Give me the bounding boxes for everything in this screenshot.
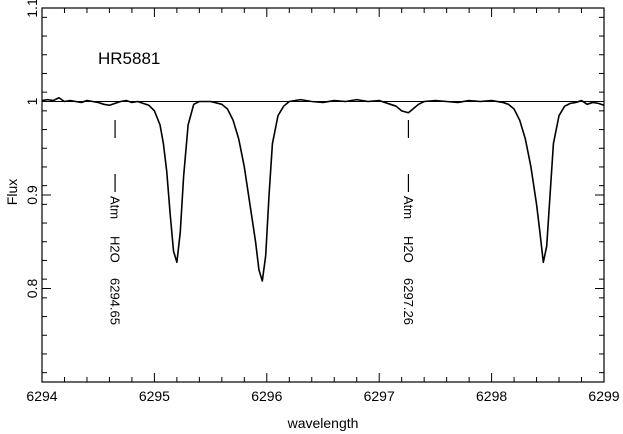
plot-frame — [41, 7, 605, 383]
x-tick-label: 6297 — [364, 388, 395, 404]
annotation-label: H2O — [108, 236, 123, 263]
x-axis-label: wavelength — [287, 415, 359, 431]
x-tick-label: 6295 — [139, 388, 170, 404]
spectrum-line — [41, 96, 605, 282]
y-tick-label: 1.1 — [24, 0, 40, 18]
y-tick-label: 1 — [24, 97, 40, 105]
annotation-label: Atm — [108, 196, 123, 219]
x-tick-label: 6296 — [251, 388, 282, 404]
x-tick-label: 6294 — [26, 388, 57, 404]
annotation-label: 6294.65 — [108, 278, 123, 325]
x-tick-label: 6298 — [476, 388, 507, 404]
y-tick-label: 0.9 — [24, 185, 40, 205]
x-tick-label: 6299 — [588, 388, 619, 404]
annotations-layer: Atm H2O 6294.65 Atm H2O 6297.26 — [108, 120, 416, 325]
chart-title: HR5881 — [98, 49, 160, 68]
ticks-layer: 6294 6295 6296 6297 6298 6299 0.8 0.9 1 1.1 — [24, 0, 620, 404]
annotation-label: Atm — [401, 196, 416, 219]
y-axis-label: Flux — [4, 179, 20, 205]
y-tick-label: 0.8 — [24, 279, 40, 299]
series-layer — [41, 96, 605, 282]
annotation-label: H2O — [401, 236, 416, 263]
annotation-label: 6297.26 — [401, 278, 416, 325]
